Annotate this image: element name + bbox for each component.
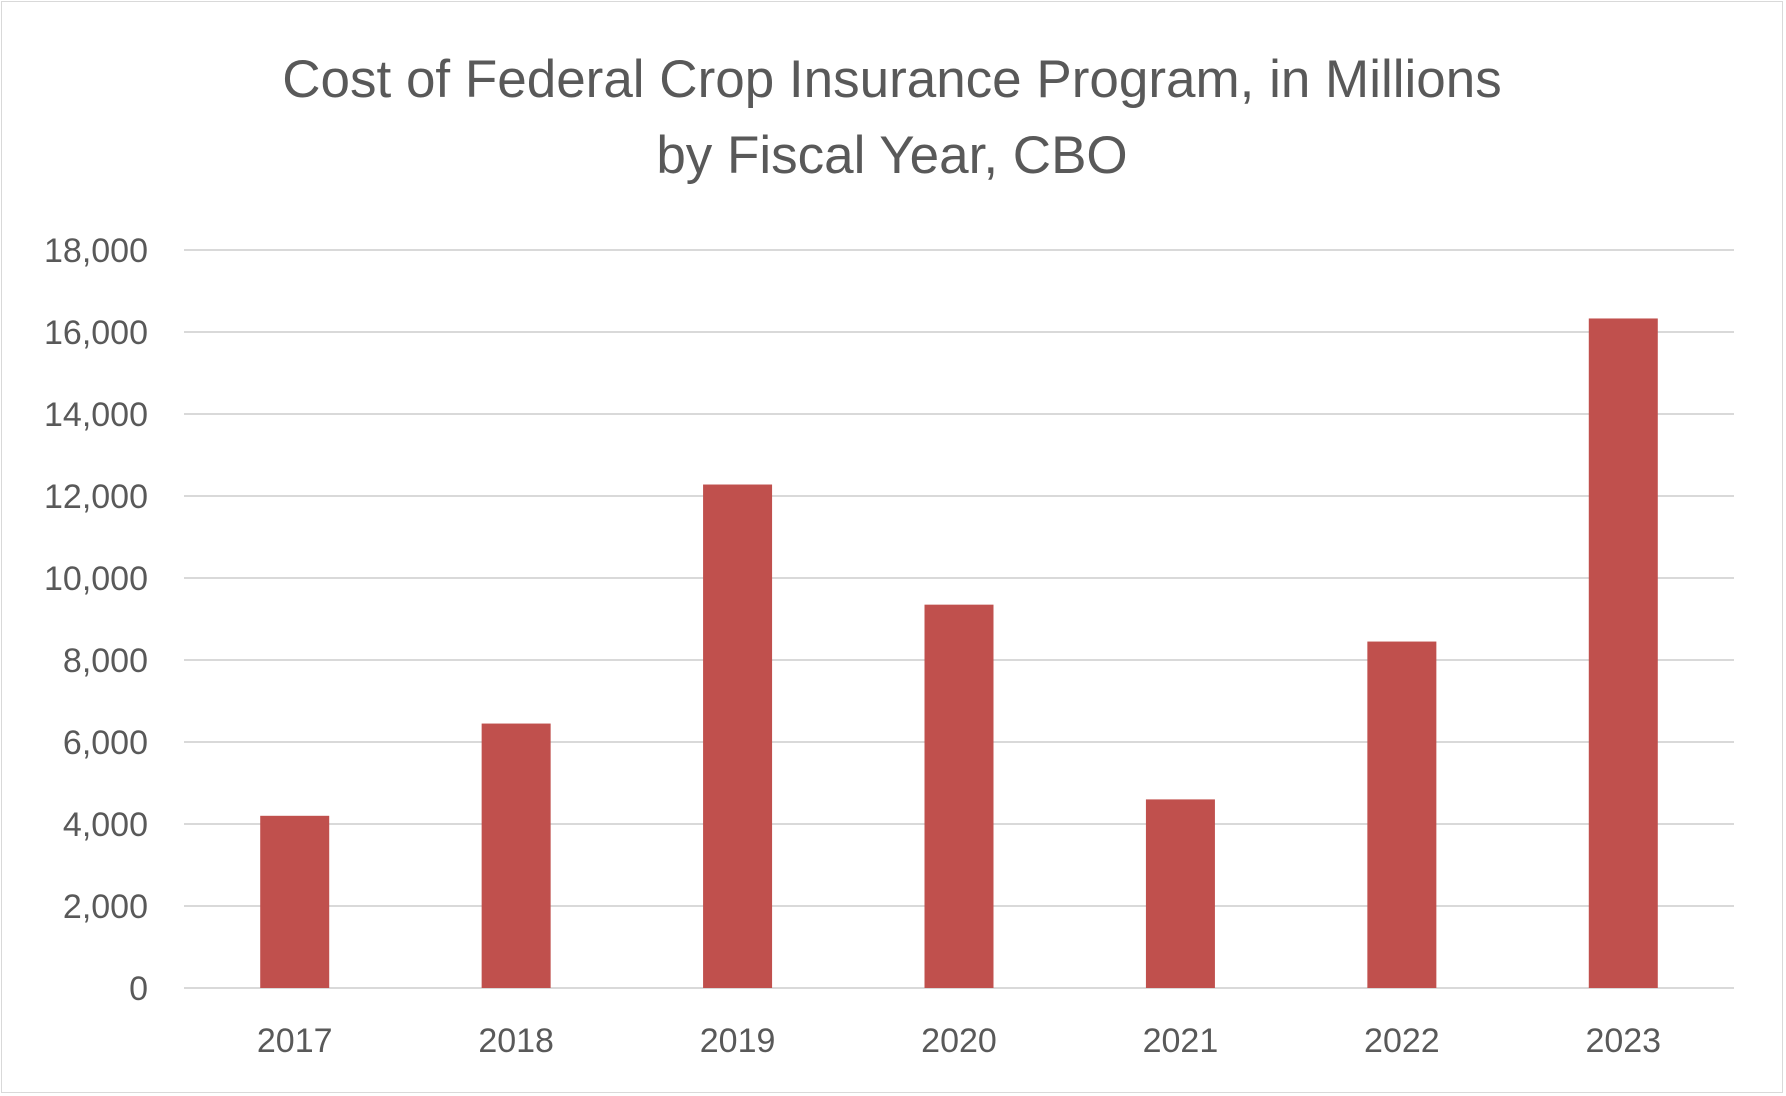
y-tick-label: 8,000	[63, 642, 148, 680]
y-tick-label: 6,000	[63, 724, 148, 762]
chart-title-line-2: by Fiscal Year, CBO	[656, 126, 1128, 185]
y-tick-label: 12,000	[44, 478, 148, 516]
bar-2019	[703, 484, 773, 988]
x-tick-label: 2017	[257, 1022, 333, 1060]
y-tick-label: 18,000	[44, 232, 148, 270]
y-tick-label: 2,000	[63, 888, 148, 926]
y-tick-label: 0	[129, 970, 148, 1008]
chart-title: Cost of Federal Crop Insurance Program, …	[2, 42, 1782, 194]
x-tick-label: 2023	[1585, 1022, 1661, 1060]
chart-title-line-1: Cost of Federal Crop Insurance Program, …	[282, 50, 1502, 109]
x-axis-tick-labels: 2017 2018 2019 2020 2021 2022 2023	[257, 1022, 1661, 1060]
bar-2021	[1145, 799, 1215, 988]
bar-2017	[260, 815, 330, 988]
y-tick-label: 10,000	[44, 560, 148, 598]
bars	[260, 318, 1658, 989]
bar-2018	[481, 723, 551, 988]
y-axis-tick-labels: 0 2,000 4,000 6,000 8,000 10,000 12,000 14,000 1…	[44, 232, 148, 1008]
bar-2022	[1367, 641, 1437, 988]
x-tick-label: 2018	[478, 1022, 554, 1060]
bar-2020	[924, 604, 994, 988]
x-tick-label: 2019	[700, 1022, 776, 1060]
y-tick-label: 16,000	[44, 314, 148, 352]
y-tick-label: 4,000	[63, 806, 148, 844]
x-tick-label: 2022	[1364, 1022, 1440, 1060]
x-tick-label: 2020	[921, 1022, 997, 1060]
y-tick-label: 14,000	[44, 396, 148, 434]
x-tick-label: 2021	[1143, 1022, 1219, 1060]
bar-2023	[1588, 318, 1658, 989]
